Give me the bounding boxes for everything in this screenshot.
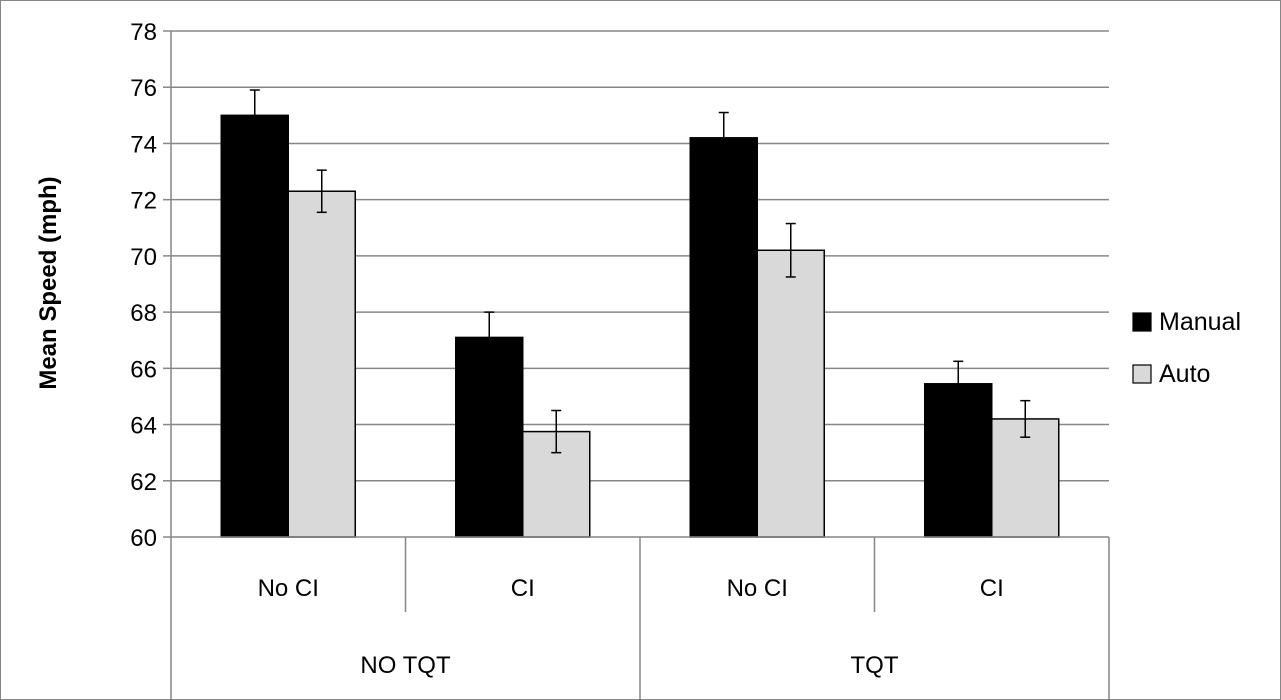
y-tick-label: 64 xyxy=(130,413,157,440)
x-category-label: No CI xyxy=(727,575,788,602)
y-tick-label: 76 xyxy=(130,75,157,102)
bars xyxy=(220,114,1060,538)
x-category-label: CI xyxy=(980,575,1004,602)
bar-manual xyxy=(455,336,524,538)
bar-manual xyxy=(220,114,289,538)
x-group-label: TQT xyxy=(851,652,899,679)
y-tick-label: 74 xyxy=(130,131,157,158)
legend-swatch-auto xyxy=(1132,364,1152,384)
y-tick-label: 66 xyxy=(130,356,157,383)
x-category-label: No CI xyxy=(258,575,319,602)
bar-auto xyxy=(756,249,825,538)
y-tick-label: 70 xyxy=(130,244,157,271)
legend: Manual Auto xyxy=(1132,308,1241,388)
y-tick-label: 62 xyxy=(130,469,157,496)
y-tick-labels: 60 62 64 66 68 70 72 74 76 78 xyxy=(130,19,157,552)
x-group-label: NO TQT xyxy=(360,652,451,679)
bar-manual xyxy=(924,383,993,538)
legend-swatch-manual xyxy=(1132,312,1152,332)
legend-label: Manual xyxy=(1159,308,1241,336)
bar-auto xyxy=(287,190,356,538)
y-axis-title: Mean Speed (mph) xyxy=(35,176,62,389)
error-bars xyxy=(249,89,1031,454)
y-tick-label: 72 xyxy=(130,188,157,215)
y-tick-label: 60 xyxy=(130,525,157,552)
x-category-labels: No CI CI No CI CI NO TQT TQT xyxy=(258,575,1004,679)
x-category-label: CI xyxy=(511,575,535,602)
legend-label: Auto xyxy=(1159,360,1210,388)
bar-manual xyxy=(689,137,758,538)
y-tick-label: 78 xyxy=(130,19,157,46)
y-tick-label: 68 xyxy=(130,300,157,327)
axes xyxy=(170,31,1110,700)
bar-auto xyxy=(991,418,1060,538)
